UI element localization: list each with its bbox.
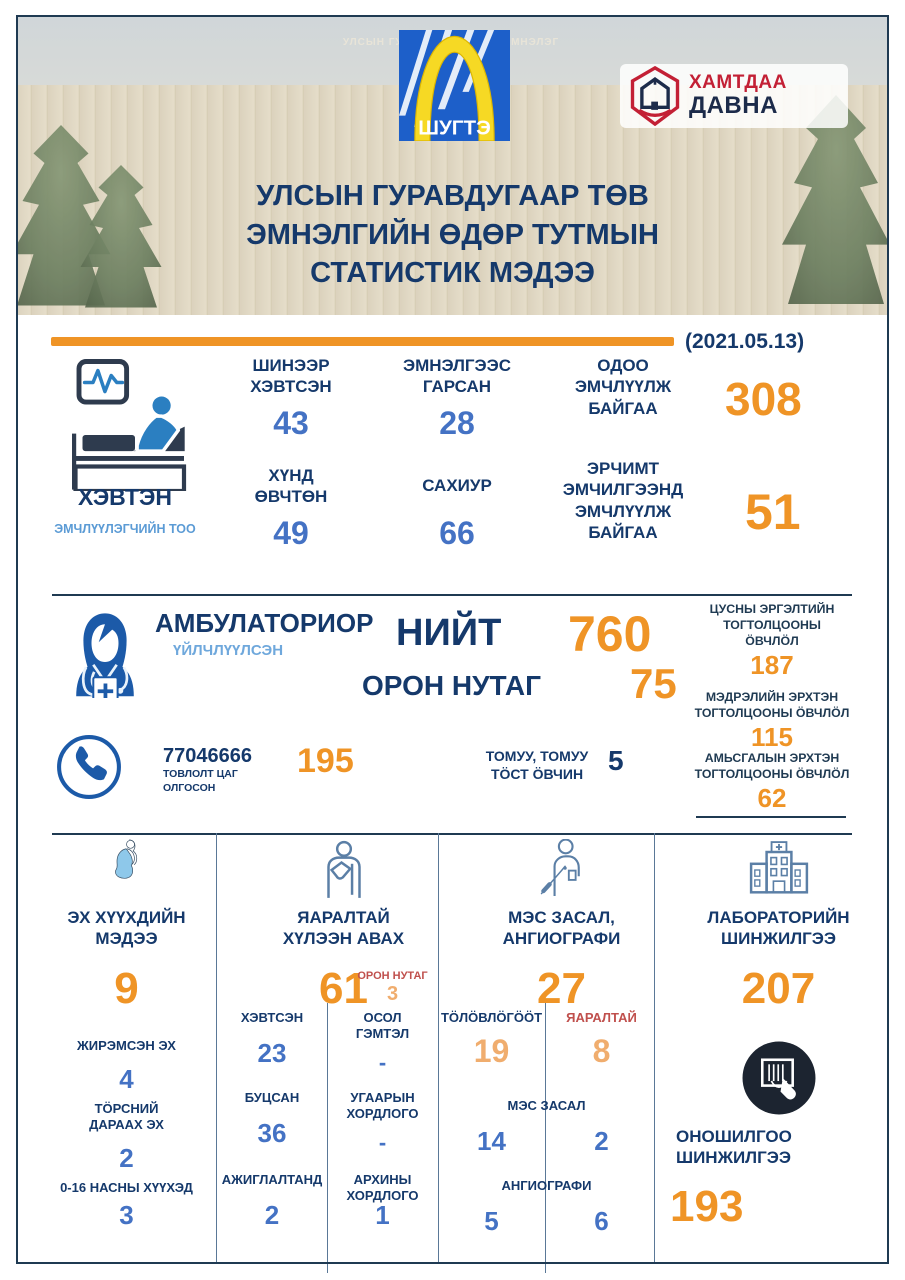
svg-text:ШУГТЭ: ШУГТЭ xyxy=(418,117,490,140)
